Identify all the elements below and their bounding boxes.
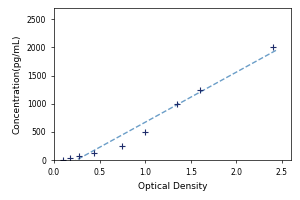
Point bbox=[175, 102, 179, 105]
Point bbox=[76, 155, 81, 158]
Point bbox=[270, 46, 275, 49]
X-axis label: Optical Density: Optical Density bbox=[138, 182, 207, 191]
Point bbox=[92, 151, 97, 155]
Y-axis label: Concentration(pg/mL): Concentration(pg/mL) bbox=[12, 34, 21, 134]
Point bbox=[61, 158, 65, 162]
Point bbox=[197, 88, 202, 91]
Point bbox=[120, 144, 125, 148]
Point bbox=[68, 157, 72, 160]
Point bbox=[143, 130, 148, 133]
